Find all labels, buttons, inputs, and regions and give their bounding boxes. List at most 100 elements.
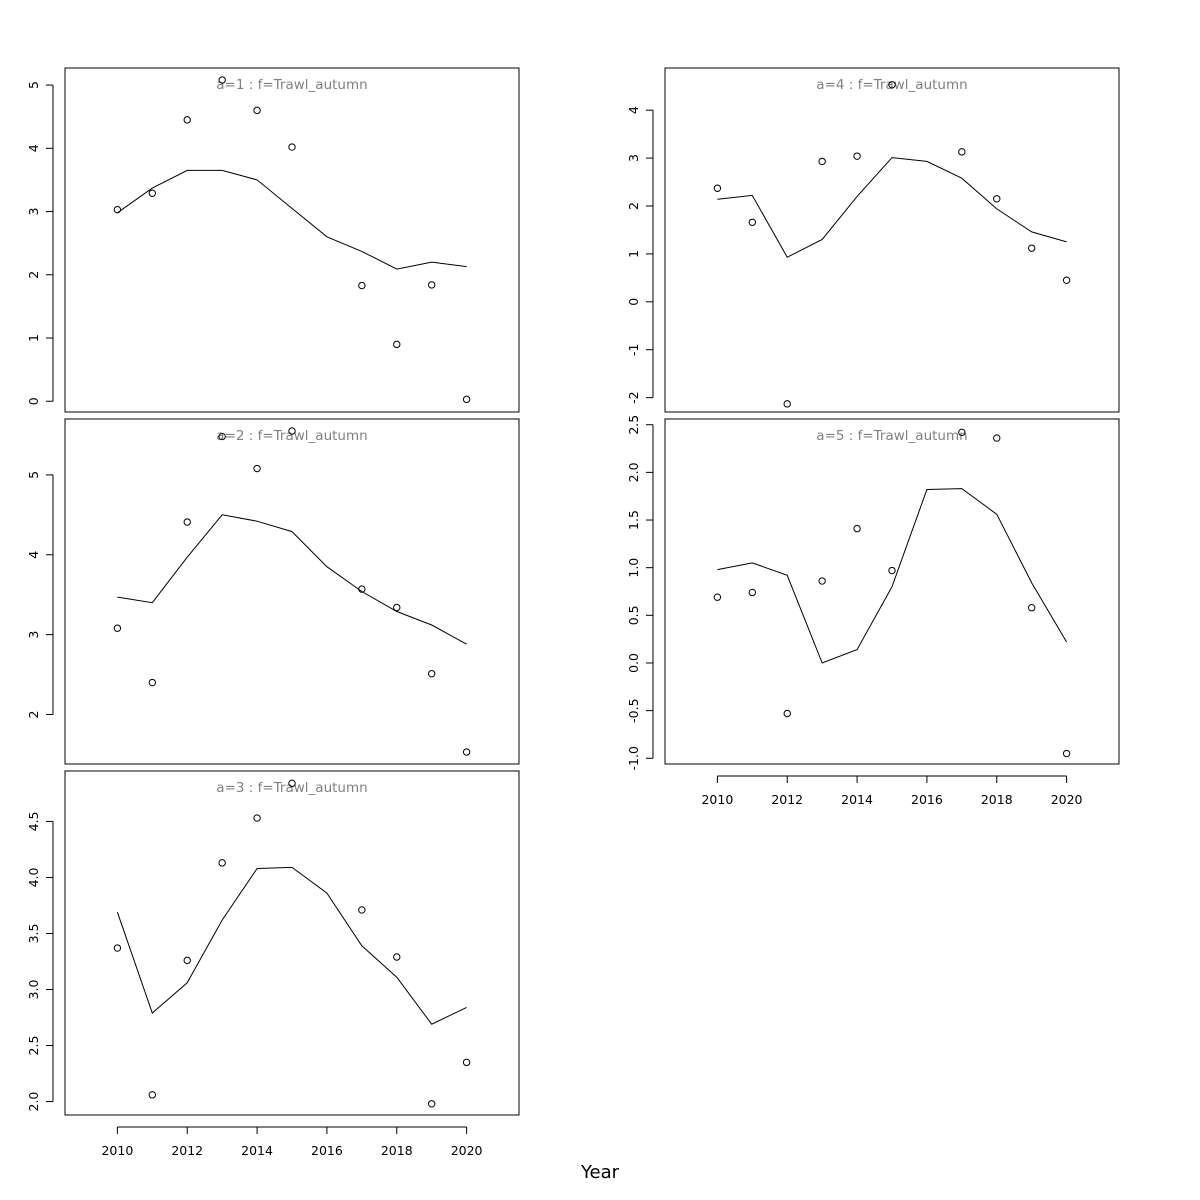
x-tick-label: 2010	[101, 1143, 133, 1158]
data-point	[113, 205, 122, 214]
y-tick-label: -2	[626, 391, 641, 403]
data-point	[958, 148, 966, 156]
y-tick-label: 3.0	[26, 980, 41, 1000]
x-tick-label: 2016	[311, 1143, 343, 1158]
panel-title: a=3 : f=Trawl_autumn	[216, 780, 367, 796]
panel-title: a=1 : f=Trawl_autumn	[216, 77, 367, 93]
plot-frame	[64, 418, 520, 765]
data-point	[358, 281, 366, 290]
panel-title: a=5 : f=Trawl_autumn	[816, 428, 967, 444]
x-tick-label: 2018	[381, 1143, 413, 1158]
panel-5: a=5 : f=Trawl_autumn -1.0 -0.5 0.0 0.5 1.0 1.5…	[626, 415, 1120, 807]
panel-3: a=3 : f=Trawl_autumn 2.0 2.5 3.0 3.5 4.0 4.5 20…	[26, 770, 520, 1158]
data-point	[148, 189, 157, 197]
y-tick-label: 2.0	[26, 1092, 41, 1112]
data-point	[183, 116, 191, 124]
data-point	[462, 395, 471, 404]
y-tick-label: 3	[26, 208, 41, 216]
data-point	[113, 944, 122, 952]
fitted-line	[117, 514, 467, 645]
y-tick-label: 4.5	[26, 811, 41, 831]
data-point	[713, 184, 722, 192]
fitted-line	[717, 488, 1068, 664]
data-point	[253, 814, 261, 822]
data-point	[853, 152, 861, 160]
plot-frame	[664, 418, 1120, 765]
y-tick-label: 2	[626, 202, 641, 210]
x-tick-label: 2014	[841, 792, 873, 807]
data-point	[783, 709, 791, 718]
y-tick-label: 2.5	[26, 1036, 41, 1056]
y-tick-label: 1	[626, 250, 641, 258]
data-point	[183, 956, 191, 965]
data-point	[113, 624, 122, 632]
y-tick-label: 1	[26, 334, 41, 342]
y-tick-label: 0	[26, 397, 41, 405]
x-tick-label: 2014	[241, 1143, 273, 1158]
y-tick-label: 0.5	[626, 605, 641, 625]
fitted-line	[717, 157, 1067, 258]
data-point	[288, 427, 296, 435]
data-point	[1062, 276, 1071, 284]
x-tick-label: 2010	[701, 792, 733, 807]
y-tick-label: 2	[26, 271, 41, 279]
x-tick-label: 2020	[451, 1143, 483, 1158]
plot-frame	[64, 67, 520, 413]
panel-title: a=4 : f=Trawl_autumn	[816, 77, 967, 93]
panel-title: a=2 : f=Trawl_autumn	[216, 428, 367, 444]
data-point	[393, 603, 401, 612]
data-point	[358, 906, 366, 914]
x-axis-title: Year	[580, 1162, 620, 1183]
data-point	[818, 577, 826, 585]
data-point	[748, 588, 757, 597]
data-point	[427, 1100, 436, 1108]
y-tick-label: 3	[26, 631, 41, 639]
data-point	[148, 1091, 157, 1099]
data-point	[888, 566, 896, 575]
x-tick-label: 2018	[981, 792, 1013, 807]
y-tick-label: -0.5	[626, 698, 641, 722]
panel-2: a=2 : f=Trawl_autumn 2 3 4 5	[26, 418, 520, 765]
fitted-line	[117, 169, 467, 270]
data-point	[427, 670, 436, 678]
data-point	[288, 143, 296, 151]
y-tick-label: 1.0	[626, 558, 641, 578]
y-tick-label: 5	[26, 81, 41, 89]
data-point	[993, 195, 1001, 203]
data-point	[183, 518, 191, 526]
y-tick-label: -1.0	[626, 746, 641, 770]
y-tick-label: 4	[626, 106, 641, 114]
x-tick-label: 2020	[1051, 792, 1083, 807]
data-point	[393, 340, 401, 349]
data-point	[853, 524, 861, 533]
data-point	[1027, 244, 1036, 252]
data-point	[993, 434, 1001, 442]
data-point	[288, 779, 296, 788]
data-point	[818, 157, 826, 166]
y-tick-label: 2.0	[626, 462, 641, 482]
data-point	[218, 859, 226, 867]
y-tick-label: 5	[26, 471, 41, 479]
y-tick-label: 3	[626, 154, 641, 162]
data-point	[462, 1058, 471, 1067]
data-point	[958, 428, 966, 437]
data-point	[393, 953, 401, 961]
data-point	[427, 281, 436, 289]
data-point	[1062, 749, 1071, 758]
y-tick-label: 4	[26, 551, 41, 559]
y-tick-label: 4	[26, 144, 41, 152]
panel-1: a=1 : f=Trawl_autumn 0 1 2 3 4 5	[26, 67, 520, 413]
data-point	[462, 748, 471, 756]
data-point	[218, 432, 226, 441]
x-tick-label: 2012	[171, 1143, 203, 1158]
plot-frame	[664, 67, 1120, 413]
x-tick-label: 2016	[911, 792, 943, 807]
data-point	[218, 76, 226, 84]
y-tick-label: 2	[26, 711, 41, 719]
plot-frame	[64, 770, 520, 1116]
y-tick-label: -1	[626, 343, 641, 355]
data-point	[713, 593, 722, 601]
y-tick-label: 2.5	[626, 415, 641, 435]
panel-4: a=4 : f=Trawl_autumn -2 -1 0 1 2 3 4	[626, 67, 1120, 413]
data-point	[253, 106, 261, 115]
